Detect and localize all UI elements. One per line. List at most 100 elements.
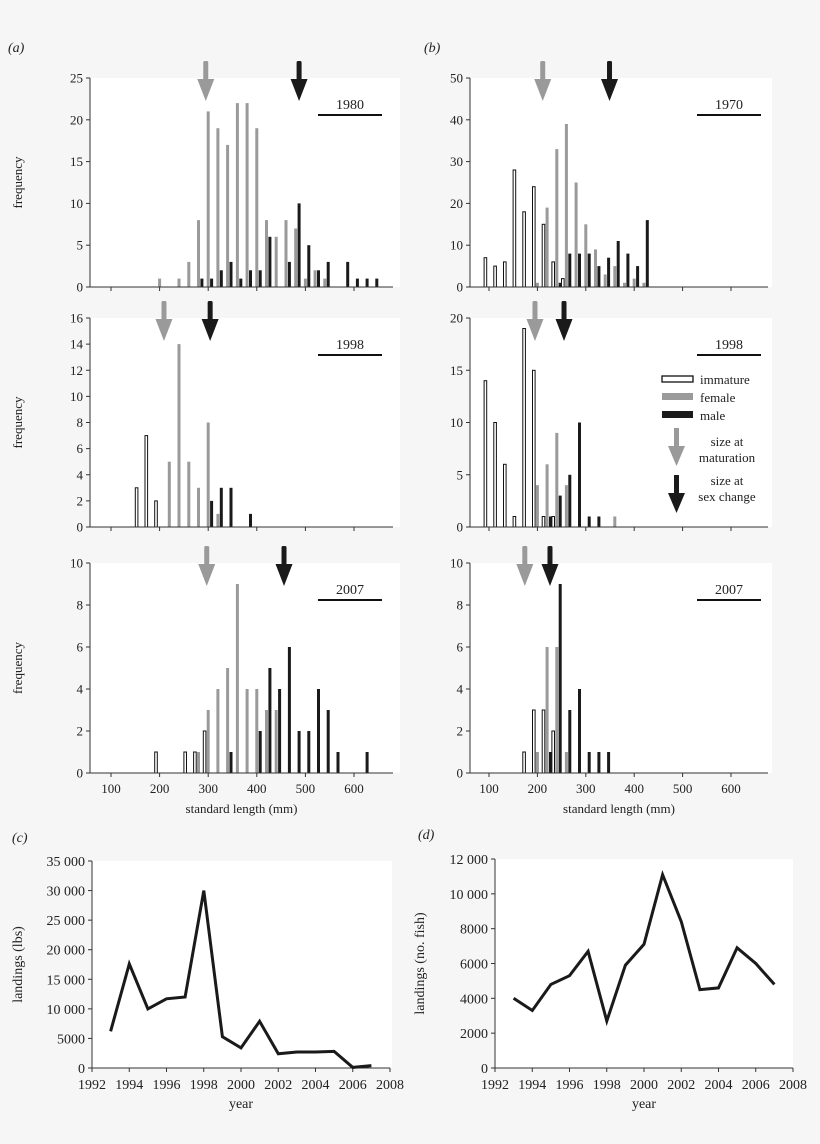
arrow-head — [155, 319, 173, 341]
legend-maturation-text-2: maturation — [699, 450, 756, 465]
bar-female — [274, 236, 278, 287]
bar-immature — [541, 709, 546, 774]
x-tick-label: 500 — [296, 781, 316, 796]
y-tick-label: 0 — [77, 766, 84, 781]
bar-male — [568, 474, 572, 528]
bar-female — [235, 584, 239, 773]
bar-male — [365, 278, 369, 287]
bar-female — [555, 149, 559, 287]
x-tick-label: 2002 — [264, 1078, 292, 1093]
y-tick-label: 10 — [70, 389, 83, 404]
bar-female — [177, 344, 181, 527]
maturation-arrow-icon — [534, 61, 552, 101]
bar-female — [545, 207, 549, 287]
y-axis-label: frequency — [10, 396, 25, 448]
bar-male — [558, 495, 562, 527]
bar-female — [294, 228, 298, 287]
bar-female — [564, 124, 568, 287]
y-tick-label: 8 — [457, 598, 464, 613]
y-tick-label: 6000 — [460, 958, 488, 973]
bar-female — [555, 647, 559, 773]
legend-label-male: male — [700, 408, 725, 423]
bar-immature — [532, 709, 536, 774]
bar-male — [597, 752, 601, 773]
line-chart-c: 0 5000 10 000 15 000 20 000 25 000 30 000 35 00… — [11, 855, 404, 1112]
y-tick-label: 20 000 — [47, 944, 86, 959]
bar-male — [200, 278, 204, 287]
x-tick-label: 300 — [198, 781, 218, 796]
year-label: 1980 — [336, 98, 364, 113]
y-tick-label: 8 — [77, 415, 84, 430]
bar-immature — [541, 223, 546, 288]
y-tick-label: 4 — [77, 467, 84, 482]
bar-male — [558, 584, 562, 773]
panel-label-a: (a) — [8, 41, 25, 56]
y-tick-label: 16 — [70, 311, 84, 326]
bar-female — [197, 220, 200, 287]
y-tick-label: 10 — [70, 196, 83, 211]
bar-male — [249, 270, 252, 287]
bar-female — [245, 103, 249, 287]
y-tick-label: 50 — [450, 71, 463, 86]
bar-male — [317, 689, 320, 773]
legend-label-immature: immature — [700, 372, 750, 387]
y-tick-label: 30 — [450, 154, 463, 169]
y-tick-label: 6 — [77, 441, 84, 456]
x-tick-label: 2004 — [302, 1078, 330, 1093]
bar-male — [249, 513, 252, 527]
bar-male — [297, 203, 301, 287]
bar-female — [603, 274, 607, 287]
bar-male — [636, 266, 640, 287]
y-tick-label: 0 — [457, 766, 464, 781]
arrow-head — [534, 79, 552, 101]
bar-immature — [551, 516, 556, 528]
bar-female — [206, 111, 210, 288]
bar-male — [307, 245, 311, 287]
x-tick-label: 2008 — [376, 1078, 404, 1093]
bar-male — [578, 253, 581, 287]
bar-male — [616, 241, 620, 287]
y-tick-label: 5000 — [57, 1032, 85, 1047]
maturation-arrow-icon — [516, 546, 534, 586]
y-tick-label: 4 — [457, 682, 464, 697]
bar-immature — [503, 463, 507, 528]
arrow-head — [526, 319, 544, 341]
bar-female — [594, 249, 597, 287]
bar-male — [297, 731, 301, 773]
bar-female — [545, 647, 549, 773]
plot-area — [92, 861, 392, 1068]
legend-maturation-arrow-icon — [668, 428, 685, 466]
bar-male — [558, 282, 562, 287]
bar-immature — [193, 751, 197, 774]
bar-immature — [551, 261, 556, 288]
legend-sex-change-text-1: size at — [711, 473, 744, 488]
bar-male — [326, 710, 330, 773]
y-tick-label: 14 — [70, 337, 84, 352]
bar-male — [607, 257, 611, 287]
bar-female — [265, 710, 268, 773]
bar-immature — [493, 422, 497, 528]
bar-male — [239, 278, 243, 287]
bar-immature — [522, 211, 526, 288]
bar-female — [216, 128, 220, 287]
bar-female — [206, 422, 210, 527]
bar-female — [584, 224, 588, 287]
x-axis-label: year — [229, 1097, 253, 1112]
bar-female — [167, 461, 171, 527]
y-tick-label: 15 000 — [47, 973, 86, 988]
y-tick-label: 0 — [457, 280, 464, 295]
y-tick-label: 0 — [481, 1062, 488, 1077]
x-tick-label: 200 — [528, 781, 548, 796]
x-tick-label: 400 — [624, 781, 644, 796]
bar-female — [555, 432, 559, 527]
y-tick-label: 5 — [457, 467, 464, 482]
bar-male — [336, 752, 340, 773]
bar-female — [274, 710, 278, 773]
year-label: 1970 — [715, 98, 743, 113]
x-tick-label: 2006 — [339, 1078, 367, 1093]
bar-immature — [493, 265, 497, 288]
x-tick-label: 1994 — [518, 1078, 546, 1093]
sex-change-arrow-icon — [541, 546, 559, 586]
bar-male — [549, 516, 552, 527]
plot-area — [470, 318, 772, 527]
